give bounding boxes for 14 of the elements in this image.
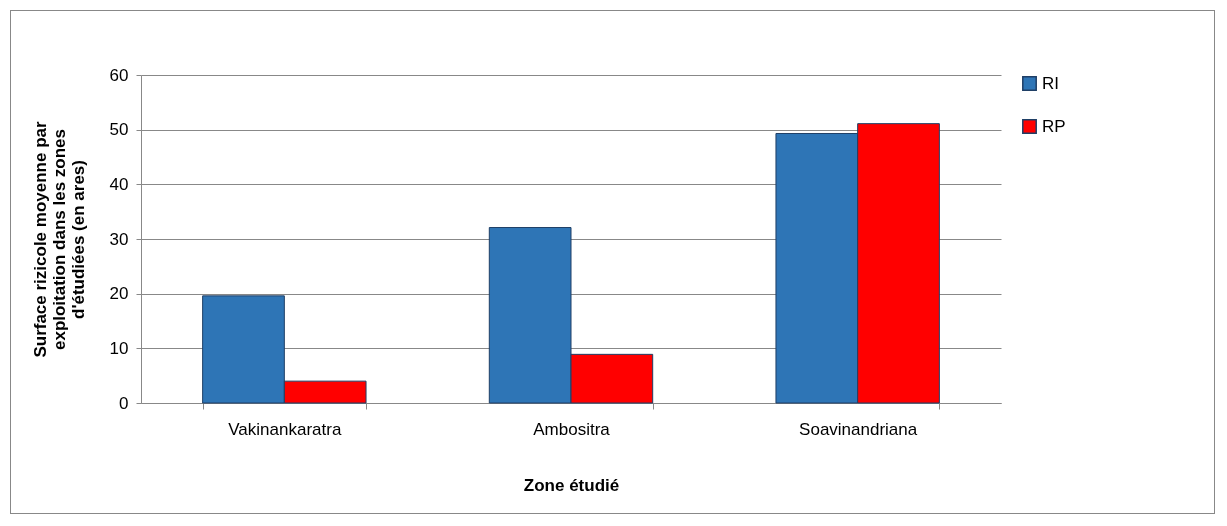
x-tick-label: Soavinandriana [799,419,918,439]
legend-label: RI [1042,73,1059,93]
y-axis-title: Surface rizicole moyenne par exploitation dans les zones d'étudiées (en ares) [30,121,88,358]
x-axis-title: Zone étudié [523,475,620,495]
y-tick-label: 30 [109,229,129,249]
x-tick-label: Vakinankaratra [228,419,342,439]
x-tick-label: Ambositra [533,419,611,439]
y-tick-label: 20 [109,284,129,304]
y-tick-label: 60 [109,65,129,85]
y-tick-label: 50 [109,120,129,140]
y-tick-label: 40 [109,174,129,194]
y-tick-label: 10 [109,338,129,358]
legend-label: RP [1042,116,1066,136]
y-tick-label: 0 [119,393,129,413]
